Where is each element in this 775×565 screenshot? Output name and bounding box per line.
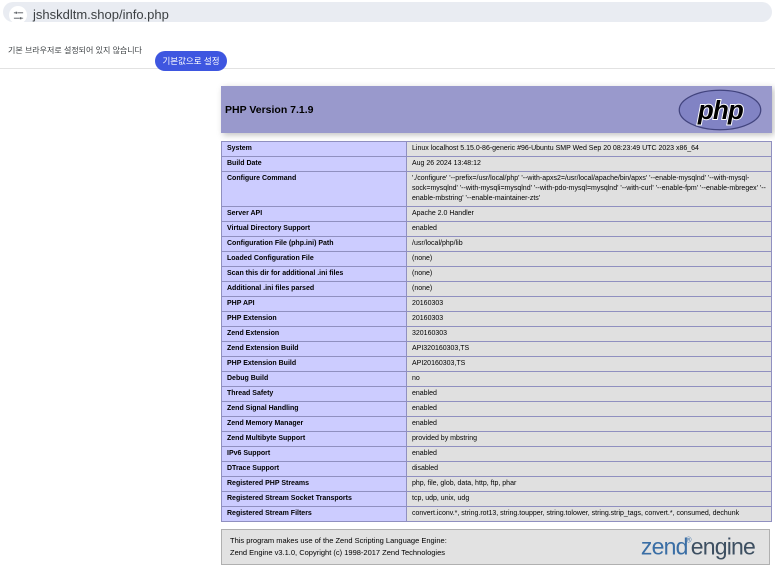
svg-text:php: php (697, 94, 744, 124)
